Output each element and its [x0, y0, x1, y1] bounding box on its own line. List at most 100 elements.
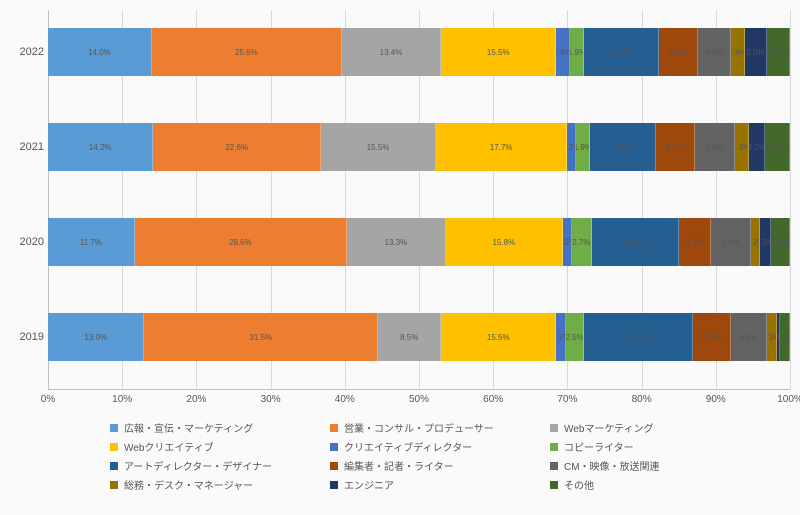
bar-segment: 4.5% — [698, 28, 731, 76]
bar-segment: 1.9% — [735, 123, 749, 171]
legend-label: CM・映像・放送関連 — [564, 458, 660, 473]
bar-segment: 2.5% — [771, 218, 790, 266]
legend-label: アートディレクター・デザイナー — [124, 458, 272, 473]
bar-segment: 5.4% — [695, 123, 735, 171]
legend-swatch — [330, 462, 338, 470]
bar-segment: 5.3% — [656, 123, 695, 171]
bar-segment: 5.3% — [659, 28, 698, 76]
legend-label: クリエイティブディレクター — [344, 439, 472, 454]
bar-segment: 15.5% — [441, 28, 556, 76]
bar-segment: 4.3% — [679, 218, 711, 266]
legend-swatch — [110, 424, 118, 432]
legend-item: クリエイティブディレクター — [330, 439, 540, 454]
legend-swatch — [110, 443, 118, 451]
legend-label: 営業・コンサル・プロデューサー — [344, 420, 494, 435]
legend-item: 営業・コンサル・プロデューサー — [330, 420, 540, 435]
legend-item: Webマーケティング — [550, 420, 760, 435]
bar-segment: 4.8% — [731, 313, 767, 361]
bar-segment: 11.8% — [592, 218, 680, 266]
legend-item: Webクリエイティブ — [110, 439, 320, 454]
legend-swatch — [330, 424, 338, 432]
bar-segment: 14.7% — [584, 313, 693, 361]
bar-segment: 2.2% — [749, 123, 765, 171]
bar-segment: 1.2% — [751, 218, 760, 266]
bar-segment: 1.3% — [556, 313, 566, 361]
legend-swatch — [550, 481, 558, 489]
legend-swatch — [330, 443, 338, 451]
bar-segment: 5.4% — [711, 218, 751, 266]
x-axis-label: 90% — [706, 394, 726, 405]
bar-row: 13.0%31.5%8.5%15.5%1.3%2.5%14.7%5.1%4.8%… — [48, 313, 790, 361]
bar-segment: 31.5% — [144, 313, 378, 361]
bar-segment: 11.7% — [48, 218, 135, 266]
bar-segment: 5.1% — [693, 313, 731, 361]
legend-item: その他 — [550, 477, 760, 492]
bar-segment: 10.0% — [584, 28, 658, 76]
bar-segment: 22.6% — [153, 123, 321, 171]
bar-segment: 1.9% — [576, 123, 590, 171]
bar-segment: 3.1% — [767, 28, 790, 76]
x-axis-label: 40% — [335, 394, 355, 405]
legend-item: 総務・デスク・マネージャー — [110, 477, 320, 492]
legend-label: その他 — [564, 477, 594, 492]
bar-segment: 1.2% — [567, 123, 576, 171]
legend-label: Webマーケティング — [564, 420, 654, 435]
bar-segment: 2.5% — [566, 313, 585, 361]
legend-label: 広報・宣伝・マーケティング — [124, 420, 253, 435]
legend-swatch — [550, 462, 558, 470]
x-axis-label: 100% — [777, 394, 800, 405]
x-axis-label: 70% — [557, 394, 577, 405]
chart-plot-area: 14.0%25.6%13.4%15.5%1.9%1.9%10.0%5.3%4.5… — [48, 10, 790, 390]
bar-segment: 1.9% — [570, 28, 584, 76]
y-axis-label: 2021 — [0, 141, 44, 153]
bar-segment: 15.8% — [446, 218, 563, 266]
x-axis-label: 10% — [112, 394, 132, 405]
x-axis-label: 0% — [41, 394, 55, 405]
bar-segment: 1.2% — [563, 218, 572, 266]
bar-segment: 8.8% — [590, 123, 655, 171]
legend-swatch — [550, 424, 558, 432]
x-axis-label: 50% — [409, 394, 429, 405]
legend-item: 編集者・記者・ライター — [330, 458, 540, 473]
bar-segment: 2.7% — [572, 218, 592, 266]
bar-segment: 1.3% — [767, 313, 777, 361]
bar-segment: 1.9% — [556, 28, 570, 76]
y-axis-label: 2019 — [0, 331, 44, 343]
bar-row: 11.7%28.6%13.3%15.8%1.2%2.7%11.8%4.3%5.4… — [48, 218, 790, 266]
legend-label: 総務・デスク・マネージャー — [124, 477, 253, 492]
legend-swatch — [110, 481, 118, 489]
legend-label: エンジニア — [344, 477, 394, 492]
chart-legend: 広報・宣伝・マーケティング 営業・コンサル・プロデューサー Webマーケティング We… — [110, 420, 760, 492]
legend-swatch — [110, 462, 118, 470]
legend-item: エンジニア — [330, 477, 540, 492]
legend-label: Webクリエイティブ — [124, 439, 214, 454]
x-axis-label: 80% — [632, 394, 652, 405]
bar-segment: 13.4% — [342, 28, 441, 76]
bar-row: 14.0%25.6%13.4%15.5%1.9%1.9%10.0%5.3%4.5… — [48, 28, 790, 76]
bar-segment: 15.5% — [441, 313, 556, 361]
legend-item: アートディレクター・デザイナー — [110, 458, 320, 473]
bar-row: 14.2%22.6%15.5%17.7%1.2%1.9%8.8%5.3%5.4%… — [48, 123, 790, 171]
legend-item: CM・映像・放送関連 — [550, 458, 760, 473]
bar-segment: 14.2% — [48, 123, 153, 171]
legend-item: 広報・宣伝・マーケティング — [110, 420, 320, 435]
bar-segment: 1.8% — [731, 28, 744, 76]
legend-item: コピーライター — [550, 439, 760, 454]
bar-segment: 28.6% — [135, 218, 347, 266]
bar-segment: 17.7% — [436, 123, 567, 171]
bar-segment: 15.5% — [321, 123, 436, 171]
bar-segment: 8.5% — [378, 313, 441, 361]
x-axis-label: 20% — [186, 394, 206, 405]
x-axis-label: 60% — [483, 394, 503, 405]
bar-segment: 1.4% — [780, 313, 790, 361]
legend-swatch — [330, 481, 338, 489]
bar-segment: 3.0% — [745, 28, 767, 76]
bar-segment: 13.0% — [48, 313, 144, 361]
gridline — [790, 10, 791, 389]
y-axis-label: 2022 — [0, 46, 44, 58]
y-axis-label: 2020 — [0, 236, 44, 248]
bar-segment: 25.6% — [152, 28, 342, 76]
bar-segment: 13.3% — [347, 218, 446, 266]
bar-segment: 1.5% — [760, 218, 771, 266]
legend-swatch — [550, 443, 558, 451]
